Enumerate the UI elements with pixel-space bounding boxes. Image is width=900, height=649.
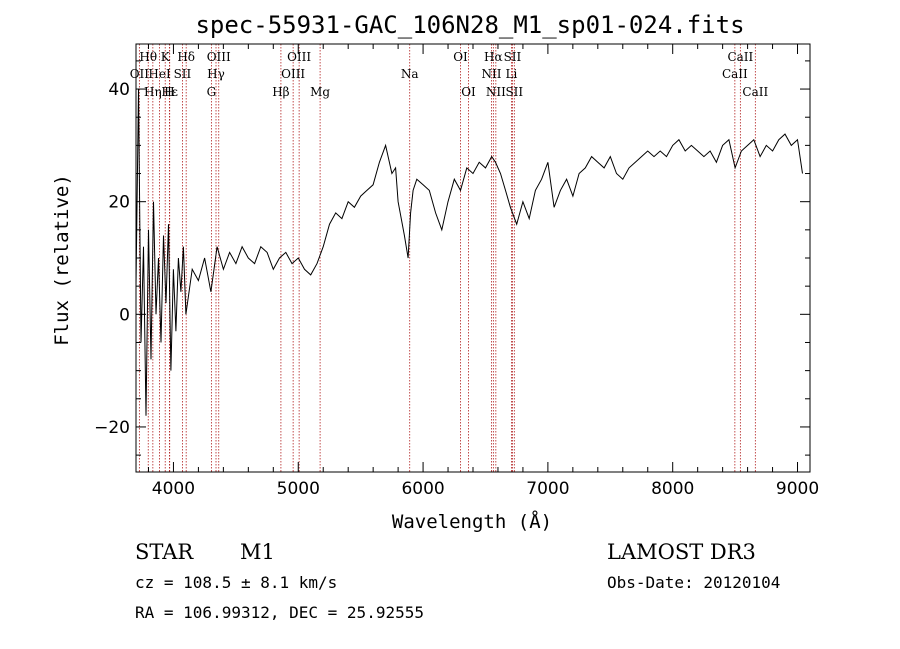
x-tick-label: 9000 (776, 479, 819, 499)
spectral-line-label: Na (401, 67, 419, 81)
spectral-line-label: G (207, 85, 217, 99)
spectral-line-label: Hγ (207, 67, 225, 81)
spectral-line-label: Hβ (272, 85, 289, 99)
spectral-line-label: H (164, 85, 174, 99)
spectral-line-label: Hη (144, 85, 162, 99)
x-tick-label: 6000 (401, 479, 444, 499)
object-subclass: M1 (240, 540, 275, 564)
y-axis-label: Flux (relative) (51, 174, 73, 346)
spectral-line-label: HeI (148, 67, 171, 81)
spectral-line-label: Hδ (177, 50, 195, 64)
spectral-line-label: OIII (207, 50, 231, 64)
spectral-line-label: SII (174, 67, 192, 81)
y-tick-label: 40 (108, 80, 130, 100)
observation-date: Obs-Date: 20120104 (607, 573, 781, 592)
spectral-line-label: CaII (727, 50, 753, 64)
spectral-line-label: NII (486, 85, 506, 99)
x-tick-label: 4000 (152, 479, 195, 499)
x-tick-label: 8000 (651, 479, 694, 499)
spectral-line-label: Hε (161, 85, 178, 99)
spectral-line-label: OII (130, 67, 150, 81)
spectral-line-label: Hα (484, 50, 503, 64)
x-tick-label: 7000 (526, 479, 569, 499)
spectral-line-label: Mg (310, 85, 330, 99)
spectrum-line (135, 89, 803, 416)
object-class: STAR (135, 540, 194, 564)
spectral-line-label: OI (461, 85, 476, 99)
x-axis-label: Wavelength (Å) (392, 510, 552, 533)
redshift-velocity: cz = 108.5 ± 8.1 km/s (135, 573, 338, 592)
y-tick-label: 0 (119, 305, 130, 325)
spectral-line-label: NII (481, 67, 501, 81)
survey-name: LAMOST DR3 (607, 540, 756, 564)
spectral-line-label: SII (505, 85, 523, 99)
x-tick-label: 5000 (277, 479, 320, 499)
spectral-line-label: CaII (742, 85, 768, 99)
spectral-line-label: CaII (722, 67, 748, 81)
sky-coordinates: RA = 106.99312, DEC = 25.92555 (135, 603, 424, 622)
y-tick-label: −20 (94, 418, 130, 438)
spectral-line-label: OIII (287, 50, 311, 64)
spectral-line-label: SII (504, 50, 522, 64)
spectral-line-label: Li (506, 67, 518, 81)
spectral-line-label: K (161, 50, 171, 64)
y-tick-label: 20 (108, 193, 130, 213)
spectral-line-label: Hθ (139, 50, 157, 64)
spectrum-chart: spec-55931-GAC_106N28_M1_sp01-024.fits H… (51, 11, 819, 533)
spectral-line-label: OIII (281, 67, 305, 81)
spectral-line-label: OI (453, 50, 468, 64)
plot-frame (135, 43, 811, 473)
chart-title: spec-55931-GAC_106N28_M1_sp01-024.fits (195, 11, 744, 39)
